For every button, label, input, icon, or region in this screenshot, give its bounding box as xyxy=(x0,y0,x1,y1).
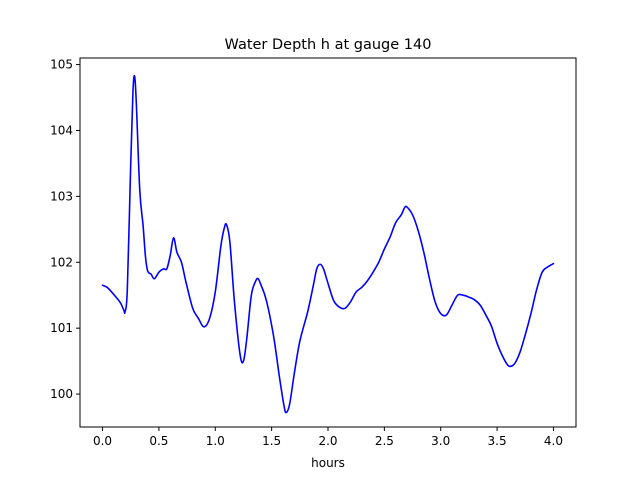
chart-title: Water Depth h at gauge 140 xyxy=(225,37,432,53)
x-tick-label: 0.5 xyxy=(149,434,168,448)
x-axis-ticks: 0.0 0.5 1.0 1.5 2.0 2.5 3.0 3.5 4.0 xyxy=(93,427,563,448)
y-tick-label: 100 xyxy=(50,387,73,401)
x-tick-label: 1.5 xyxy=(262,434,281,448)
x-tick-label: 3.5 xyxy=(488,434,507,448)
y-tick-label: 103 xyxy=(50,189,73,203)
x-tick-label: 3.0 xyxy=(431,434,450,448)
y-axis-ticks: 100 101 102 103 104 105 xyxy=(50,58,80,401)
y-tick-label: 105 xyxy=(50,58,73,72)
y-tick-label: 102 xyxy=(50,255,73,269)
x-tick-label: 4.0 xyxy=(544,434,563,448)
x-tick-label: 2.5 xyxy=(375,434,394,448)
y-tick-label: 104 xyxy=(50,123,73,137)
x-tick-label: 2.0 xyxy=(318,434,337,448)
y-tick-label: 101 xyxy=(50,321,73,335)
x-tick-label: 0.0 xyxy=(93,434,112,448)
plot-area xyxy=(101,74,555,414)
x-tick-label: 1.0 xyxy=(206,434,225,448)
water-depth-series-line xyxy=(101,74,555,414)
x-axis-label: hours xyxy=(311,456,345,470)
